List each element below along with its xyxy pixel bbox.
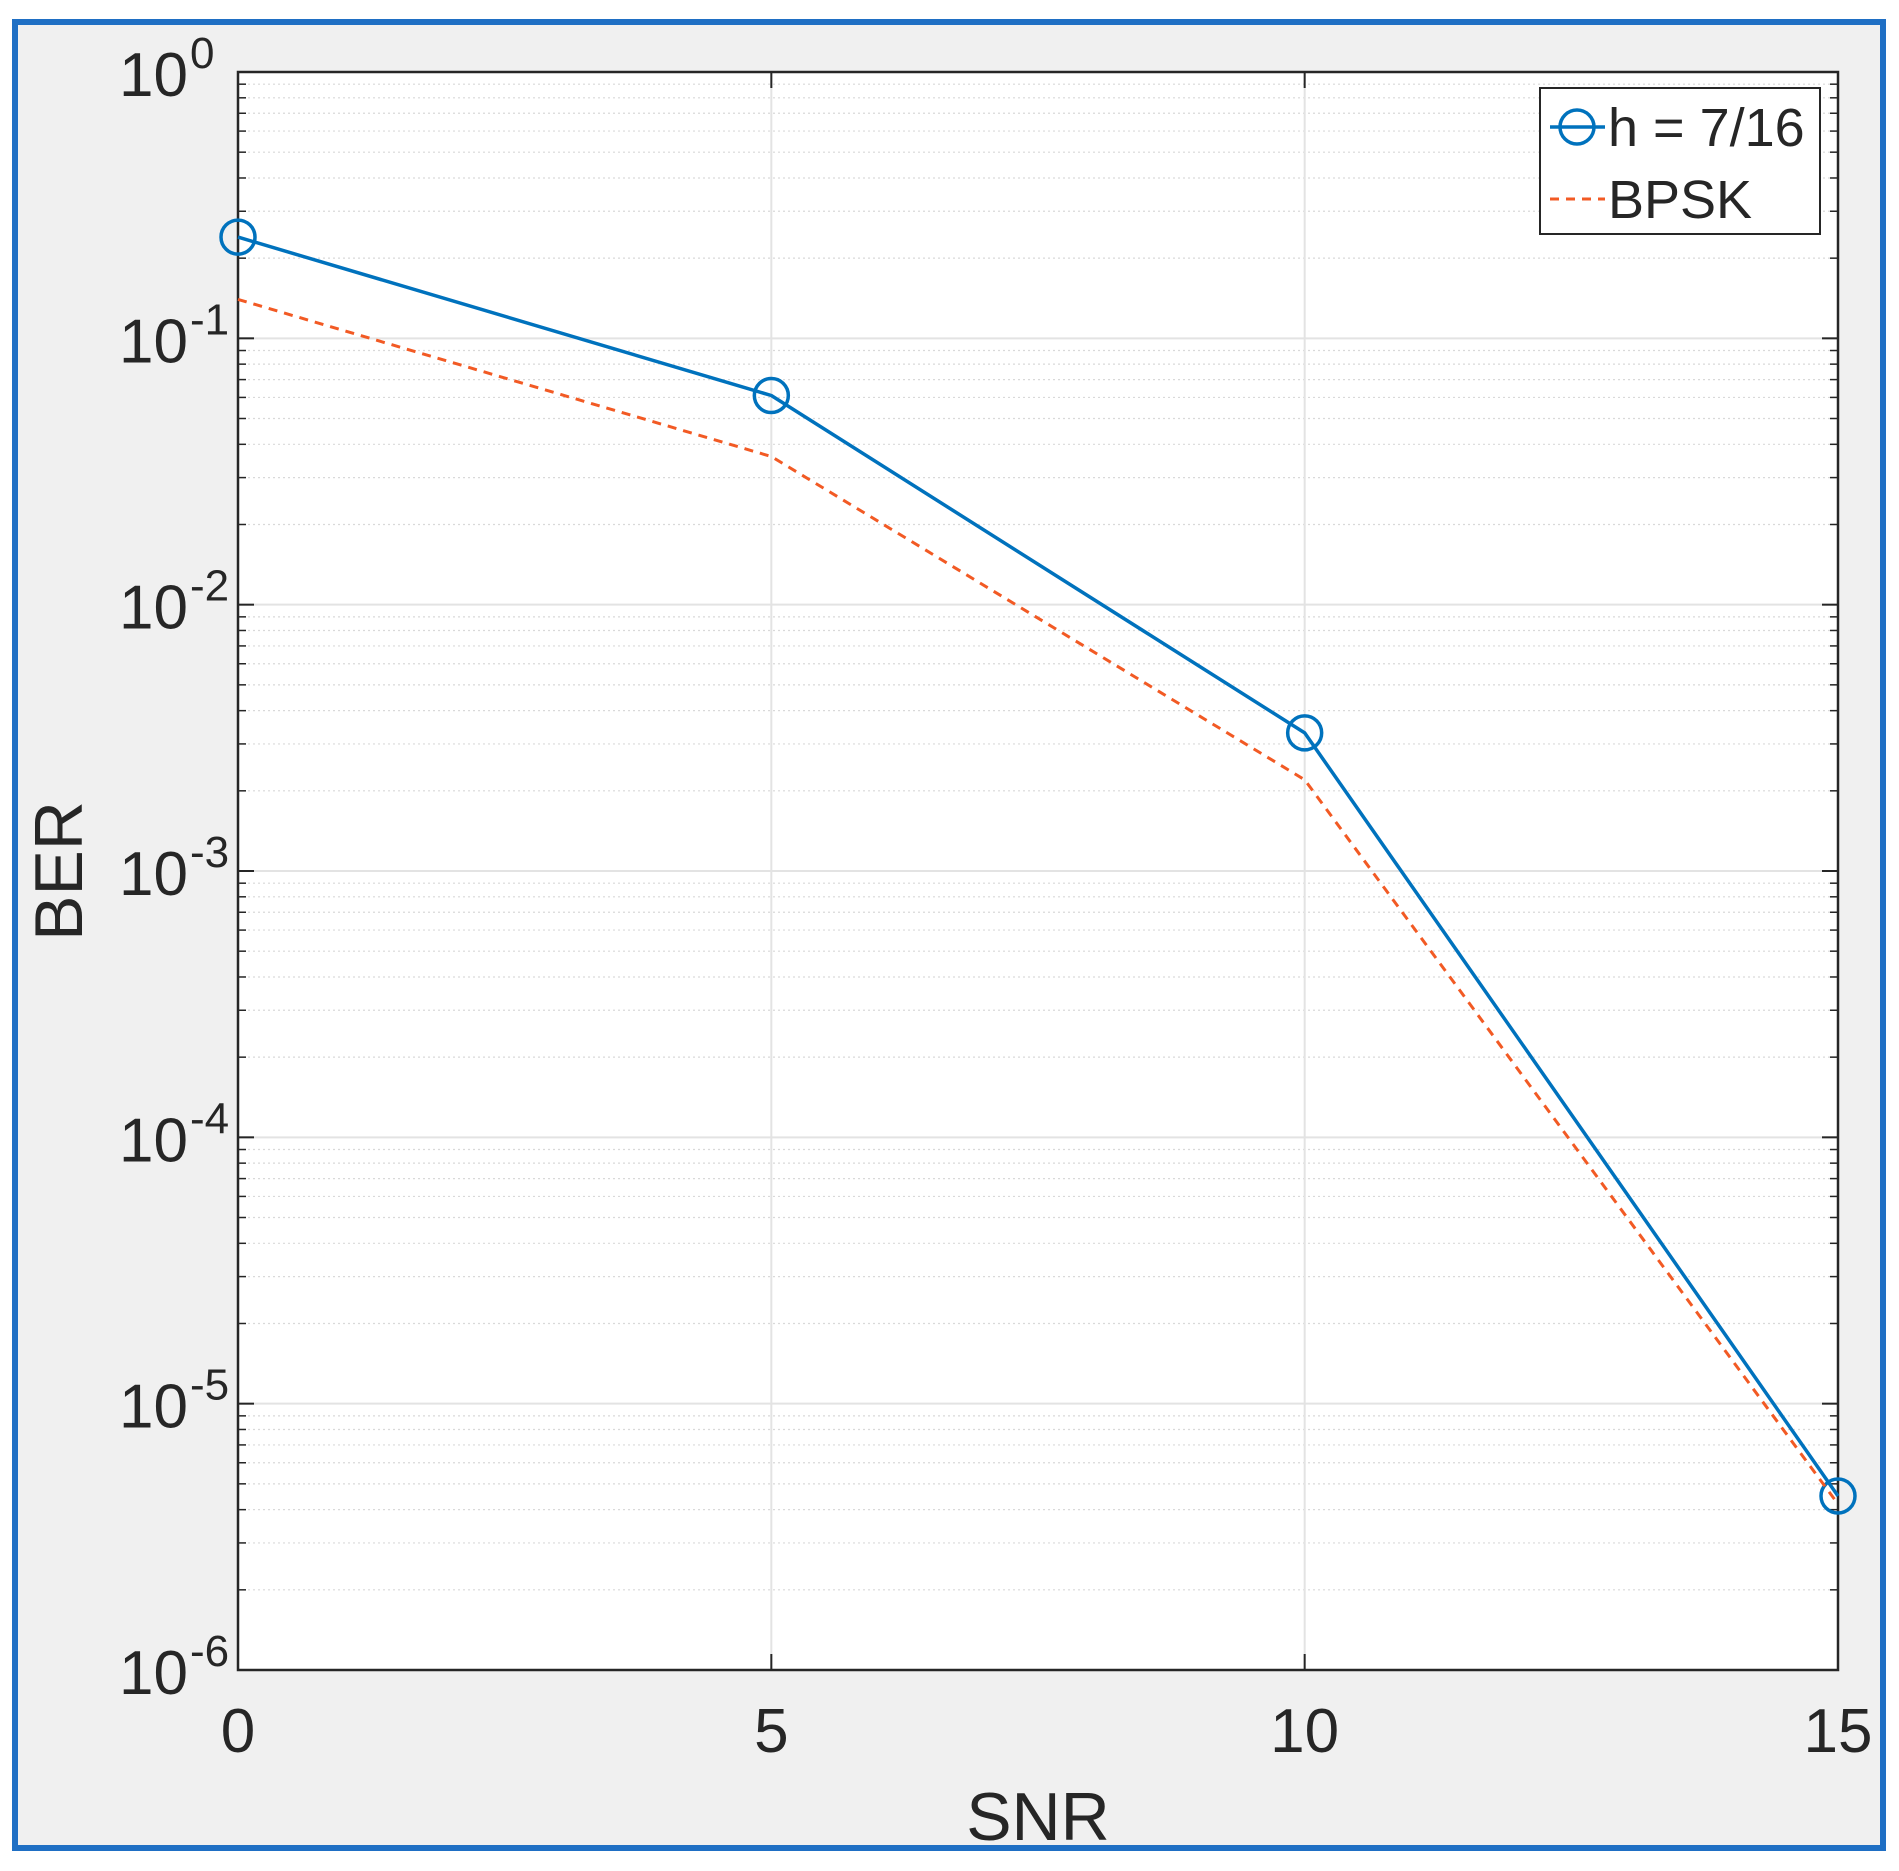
series-line-1 xyxy=(237,297,1840,1505)
x-tick-label: 15 xyxy=(1804,1697,1873,1766)
y-axis-label: BER xyxy=(21,801,97,941)
y-tick-exponent: -2 xyxy=(190,562,229,611)
x-tick-labels: 0 5 10 15 xyxy=(221,1697,1873,1766)
legend: h = 7/16 BPSK xyxy=(1539,87,1821,235)
y-tick-exponent: -5 xyxy=(190,1361,229,1410)
y-tick-label: 10 xyxy=(119,1639,188,1708)
series-line-0 xyxy=(237,235,1840,1498)
legend-marker-h-7-16 xyxy=(1558,108,1596,146)
y-tick-exponent: -1 xyxy=(190,295,229,344)
y-tick-exponent: -4 xyxy=(190,1094,229,1143)
y-tick-exponent: -3 xyxy=(190,828,229,877)
data-point-marker xyxy=(752,376,791,415)
x-axis-label: SNR xyxy=(966,1779,1110,1855)
legend-entry-bpsk: BPSK xyxy=(1550,170,1752,230)
y-tick-exponent: 0 xyxy=(190,29,214,78)
y-tick-label: 10 xyxy=(119,574,188,643)
y-tick-label: 10 xyxy=(119,1106,188,1175)
data-point-marker xyxy=(219,218,257,256)
x-tick-label: 5 xyxy=(754,1697,788,1766)
axes-box xyxy=(236,70,1840,1672)
x-tick-label: 0 xyxy=(221,1697,255,1766)
y-tick-label: 10 xyxy=(119,1373,188,1442)
x-tick-label: 10 xyxy=(1270,1697,1339,1766)
y-tick-label: 10 xyxy=(119,41,188,110)
minor-grid xyxy=(238,83,1838,1591)
y-tick-label: 10 xyxy=(119,840,188,909)
y-tick-label: 10 xyxy=(119,307,188,376)
series-lines xyxy=(219,218,1857,1515)
legend-entry-h-7-16: h = 7/16 xyxy=(1550,98,1805,158)
legend-label-h-7-16: h = 7/16 xyxy=(1608,98,1805,158)
legend-label-bpsk: BPSK xyxy=(1608,170,1752,230)
data-point-marker xyxy=(1819,1477,1857,1515)
data-point-marker xyxy=(1285,714,1324,752)
y-tick-exponent: -6 xyxy=(190,1627,229,1676)
